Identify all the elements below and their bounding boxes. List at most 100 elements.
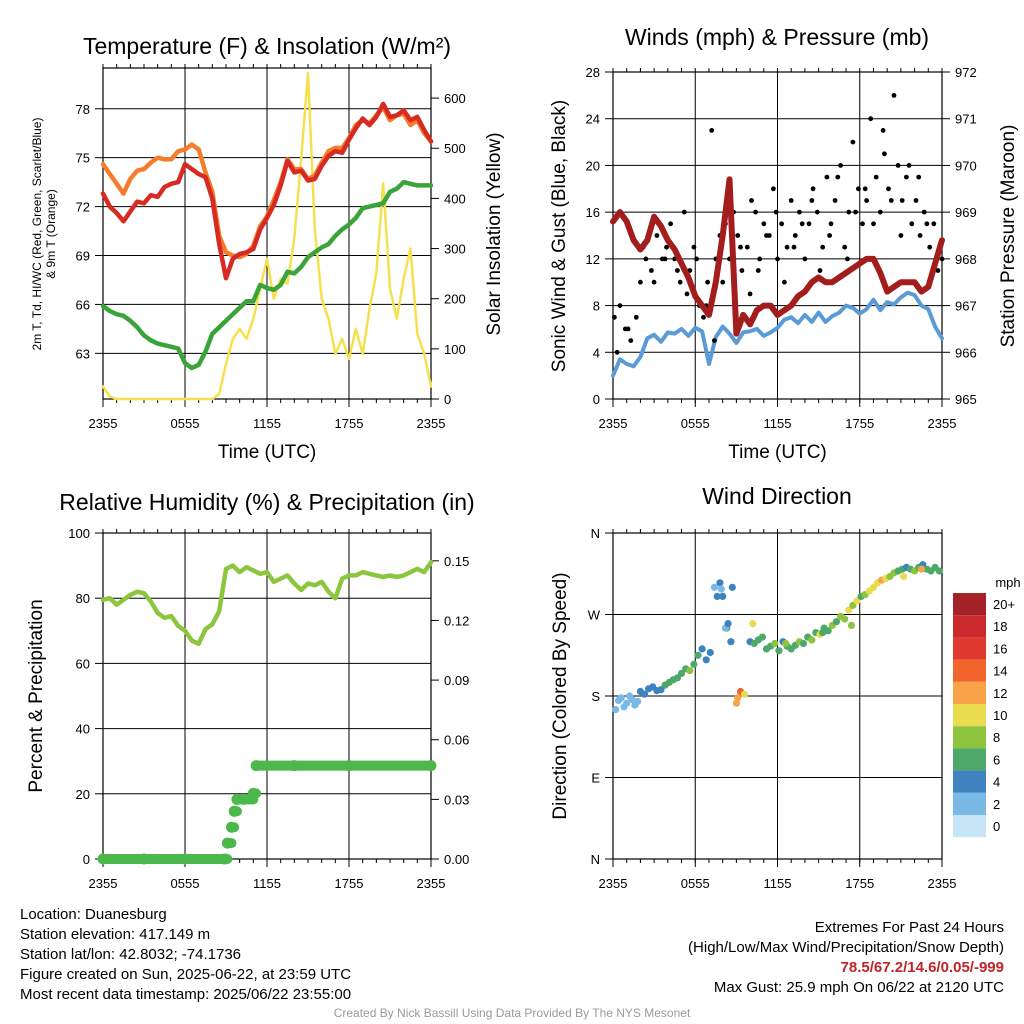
y-tick-label: 60	[76, 656, 90, 671]
gust-point	[677, 279, 683, 285]
y-tick-label: N	[591, 852, 600, 867]
y2-tick-label: 972	[955, 65, 977, 80]
gust-point	[828, 221, 834, 227]
gust-point	[864, 198, 869, 203]
legend-label: 6	[993, 752, 1000, 767]
x-tick-label: 1155	[253, 876, 281, 891]
gust-point	[617, 303, 623, 308]
y2-tick-label: 0.09	[444, 673, 469, 688]
direction-point	[617, 694, 625, 702]
direction-point	[758, 633, 767, 641]
gust-point	[916, 174, 922, 180]
direction-point	[719, 592, 727, 601]
legend-label: 12	[993, 686, 1007, 701]
legend-swatch	[953, 770, 986, 793]
gust-point	[809, 198, 815, 203]
direction-point	[690, 660, 698, 668]
direction-point	[782, 639, 790, 648]
gust-point	[738, 244, 743, 250]
direction-point	[717, 585, 725, 593]
direction-point	[845, 606, 853, 614]
gust-point	[681, 209, 687, 215]
gust-point	[935, 268, 941, 273]
x-tick-label: 2355	[599, 876, 628, 891]
gust-point	[921, 209, 927, 215]
gust-point	[832, 198, 838, 203]
direction-point	[694, 651, 702, 659]
gust-point	[614, 349, 620, 355]
extremes-panel: Extremes For Past 24 Hours (High/Low/Max…	[688, 918, 1004, 998]
x-tick-label: 1755	[335, 876, 364, 891]
gust-point	[747, 291, 753, 297]
gust-point	[749, 198, 754, 203]
gust-point	[895, 163, 901, 168]
gust-point	[931, 221, 937, 227]
gust-point	[802, 256, 808, 262]
credit-text: Created By Nick Bassill Using Data Provi…	[333, 1006, 691, 1020]
gust-point	[684, 291, 690, 297]
direction-point	[732, 699, 741, 707]
gust-point	[675, 268, 680, 273]
rh-line	[100, 560, 434, 647]
precip-point	[226, 821, 237, 833]
y2-tick-label: 970	[955, 158, 977, 173]
extremes-subheading: (High/Low/Max Wind/Precipitation/Snow De…	[688, 939, 1004, 956]
gust-point	[773, 209, 779, 215]
precip-point	[219, 853, 231, 865]
direction-point	[741, 690, 749, 698]
gust-point	[788, 198, 794, 203]
y2-tick-label: 967	[955, 299, 977, 314]
gust-point	[899, 198, 905, 203]
gust-point	[814, 209, 820, 215]
panel-title: Relative Humidity (%) & Precipitation (i…	[59, 489, 474, 515]
gust-point	[845, 256, 850, 262]
precip-point	[221, 837, 233, 849]
gust-point	[612, 314, 617, 320]
y2-tick-label: 0.00	[444, 852, 469, 867]
precip-point	[425, 760, 437, 772]
y-tick-label: 69	[76, 249, 90, 264]
gust-point	[799, 221, 805, 227]
x-axis-label: Time (UTC)	[218, 442, 317, 463]
gust-point	[782, 279, 787, 285]
gust-point	[886, 186, 891, 192]
gust-point	[820, 244, 826, 250]
legend-swatch	[953, 704, 986, 727]
gust-point	[868, 116, 874, 122]
direction-point	[657, 686, 665, 694]
legend-label: 14	[993, 664, 1007, 679]
y2-tick-label: 200	[444, 292, 466, 307]
y-axis-label: Sonic Wind & Gust (Blue, Black)	[549, 100, 570, 372]
gust-point	[764, 233, 769, 238]
y2-tick-label: 400	[444, 191, 466, 206]
gust-point	[668, 221, 673, 227]
gust-point	[850, 139, 856, 145]
panel-2-axes	[102, 529, 432, 867]
precip-point	[343, 760, 355, 772]
gust-point	[649, 268, 654, 273]
gust-point	[842, 244, 848, 250]
y2-tick-label: 100	[444, 342, 466, 357]
x-tick-label: 1155	[764, 876, 792, 891]
gust-point	[701, 314, 706, 320]
direction-point	[727, 638, 735, 646]
gust-point	[846, 209, 852, 215]
gust-point	[792, 233, 798, 238]
y2-tick-label: 300	[444, 242, 466, 257]
direction-point	[634, 697, 642, 706]
precip-point	[138, 853, 150, 865]
direction-point	[706, 648, 714, 657]
direction-point	[710, 583, 719, 591]
gust-point	[735, 233, 741, 238]
y-axis-label: Percent & Precipitation	[26, 599, 47, 792]
gust-point	[817, 268, 823, 273]
gust-point	[806, 221, 812, 227]
direction-point	[775, 647, 783, 655]
x-tick-label: 2355	[928, 876, 957, 891]
gust-point	[628, 338, 634, 343]
x-tick-label: 1755	[335, 416, 364, 431]
gust-point	[835, 174, 841, 180]
y-tick-label: 66	[76, 297, 90, 312]
y-tick-label: W	[588, 608, 601, 623]
gust-point	[739, 268, 745, 273]
